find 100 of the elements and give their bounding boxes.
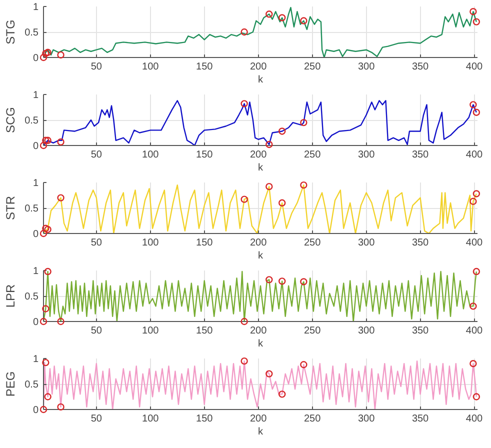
- point: [278, 128, 286, 135]
- x-tick-label: 100: [142, 238, 160, 248]
- y-tick-label: 0.5: [24, 204, 39, 214]
- point: [472, 108, 480, 116]
- x-tick-label: 200: [250, 62, 268, 72]
- point: [470, 302, 477, 310]
- x-tick-label: 50: [90, 414, 102, 424]
- point: [266, 276, 273, 284]
- point: [300, 361, 308, 368]
- point: [240, 357, 248, 365]
- x-tick-label: 150: [196, 238, 214, 248]
- point: [266, 370, 273, 378]
- line-series: [44, 360, 478, 410]
- x-tick-label: 300: [358, 414, 376, 424]
- x-tick-label: 350: [412, 414, 430, 424]
- x-axis-title: k: [258, 426, 264, 438]
- x-tick-label: 400: [466, 414, 484, 424]
- x-tick-label: 100: [142, 150, 160, 160]
- point: [266, 182, 273, 190]
- y-tick-label: 1: [32, 266, 39, 277]
- point: [44, 393, 52, 400]
- x-axis-title: k: [258, 338, 264, 350]
- x-tick-label: 250: [304, 326, 322, 336]
- x-tick-label: 150: [196, 326, 214, 336]
- point: [472, 18, 480, 26]
- x-tick-label: 100: [142, 414, 160, 424]
- y-tick-label: 0: [32, 141, 39, 152]
- x-tick-label: 300: [358, 238, 376, 248]
- y-tick-label: 1: [32, 178, 39, 189]
- x-tick-label: 100: [142, 326, 160, 336]
- point: [278, 199, 286, 206]
- line-series: [44, 184, 478, 234]
- x-tick-label: 250: [304, 62, 322, 72]
- y-tick-label: 0.5: [24, 28, 39, 38]
- y-axis-title: LPR: [4, 284, 18, 308]
- x-axis-title: k: [258, 162, 264, 174]
- x-tick-label: 300: [358, 326, 376, 336]
- point: [42, 224, 50, 232]
- x-tick-label: 300: [358, 150, 376, 160]
- x-tick-label: 150: [196, 414, 214, 424]
- y-tick-label: 0: [32, 53, 39, 64]
- point: [470, 8, 477, 16]
- y-tick-label: 1: [32, 2, 39, 13]
- point: [300, 118, 308, 126]
- point: [278, 390, 286, 398]
- y-axis-title: PEG: [4, 371, 18, 397]
- point: [40, 142, 48, 150]
- point: [240, 28, 248, 36]
- point: [57, 51, 64, 59]
- x-tick-label: 400: [466, 238, 484, 248]
- y-tick-label: 0.5: [24, 380, 39, 390]
- point: [470, 101, 477, 108]
- point: [40, 230, 48, 238]
- x-tick-label: 50: [90, 150, 102, 160]
- y-axis-title: STG: [4, 20, 18, 44]
- x-tick-label: 50: [90, 238, 102, 248]
- point: [278, 14, 286, 22]
- x-tick-label: 400: [466, 150, 484, 160]
- point: [44, 226, 52, 234]
- point: [42, 50, 50, 58]
- x-tick-label: 200: [250, 238, 268, 248]
- y-tick-label: 0: [32, 405, 39, 416]
- x-tick-label: 350: [412, 326, 430, 336]
- point: [57, 194, 64, 202]
- point: [472, 268, 480, 276]
- point: [40, 318, 48, 326]
- x-tick-label: 250: [304, 414, 322, 424]
- y-tick-label: 0: [32, 229, 39, 240]
- point: [472, 393, 480, 400]
- point: [44, 268, 52, 276]
- x-tick-label: 350: [412, 150, 430, 160]
- point: [44, 48, 52, 56]
- y-tick-label: 0.5: [24, 116, 39, 126]
- y-axis-title: STR: [4, 196, 18, 220]
- x-tick-label: 200: [250, 150, 268, 160]
- x-tick-label: 200: [250, 326, 268, 336]
- y-axis-title: SCG: [4, 106, 18, 133]
- point: [300, 278, 308, 286]
- x-tick-label: 50: [90, 62, 102, 72]
- x-tick-label: 400: [466, 62, 484, 72]
- point: [470, 360, 477, 368]
- point: [470, 198, 477, 205]
- x-tick-label: 250: [304, 150, 322, 160]
- x-tick-label: 100: [142, 62, 160, 72]
- point: [44, 136, 52, 144]
- point: [57, 138, 64, 146]
- point: [40, 54, 48, 62]
- x-tick-label: 200: [250, 414, 268, 424]
- x-tick-label: 250: [304, 238, 322, 248]
- x-tick-label: 50: [90, 326, 102, 336]
- y-tick-label: 1: [32, 354, 39, 365]
- y-tick-label: 0.5: [24, 292, 39, 302]
- x-axis-title: k: [258, 250, 264, 262]
- x-tick-label: 350: [412, 238, 430, 248]
- point: [266, 10, 273, 18]
- point: [300, 181, 308, 189]
- x-tick-label: 300: [358, 62, 376, 72]
- point: [266, 140, 273, 148]
- point: [278, 278, 286, 285]
- point: [42, 358, 50, 366]
